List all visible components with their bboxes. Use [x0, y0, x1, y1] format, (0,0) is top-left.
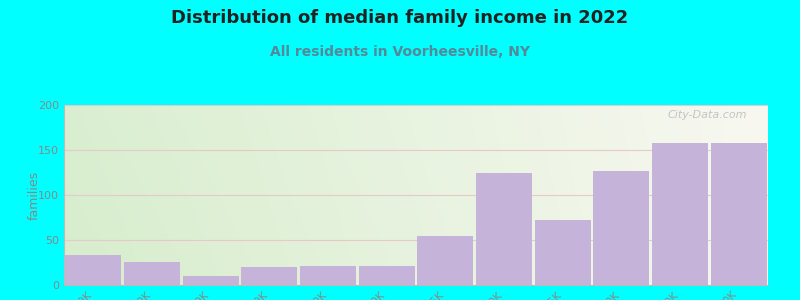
Bar	[124, 262, 180, 285]
Text: City-Data.com: City-Data.com	[667, 110, 747, 120]
Bar	[418, 236, 474, 285]
Bar	[535, 220, 590, 285]
Bar	[66, 255, 122, 285]
Bar	[594, 171, 650, 285]
Bar	[300, 266, 356, 285]
Bar	[182, 276, 238, 285]
Bar	[652, 143, 708, 285]
Bar	[476, 173, 532, 285]
Text: Distribution of median family income in 2022: Distribution of median family income in …	[171, 9, 629, 27]
Y-axis label: families: families	[27, 170, 40, 220]
Bar	[358, 266, 414, 285]
Bar	[711, 143, 766, 285]
Bar	[242, 267, 297, 285]
Text: All residents in Voorheesville, NY: All residents in Voorheesville, NY	[270, 45, 530, 59]
